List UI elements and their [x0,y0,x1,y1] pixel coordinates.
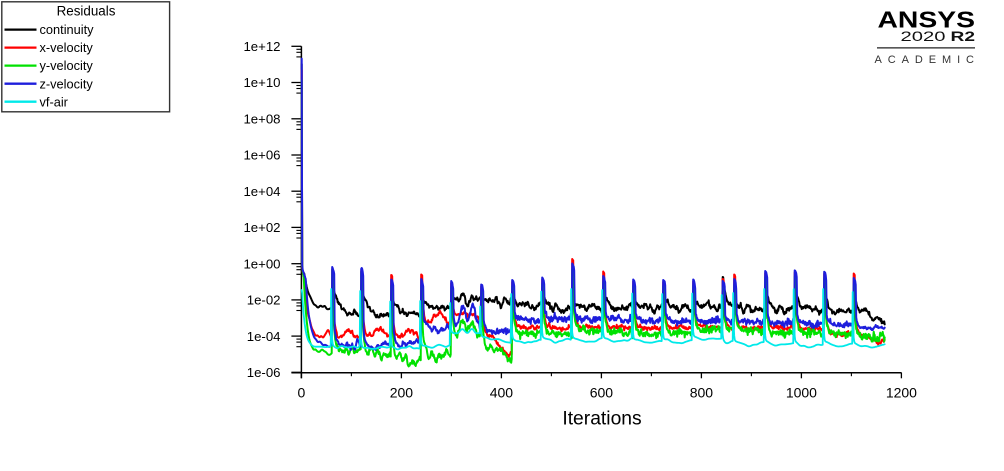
svg-text:1e+10: 1e+10 [243,75,280,90]
svg-text:600: 600 [590,384,614,400]
svg-text:1e+02: 1e+02 [243,220,280,235]
svg-text:ANSYS: ANSYS [878,6,976,32]
svg-text:1e+08: 1e+08 [243,112,280,127]
svg-text:0: 0 [298,384,306,400]
svg-text:Residuals: Residuals [57,4,116,19]
svg-text:200: 200 [390,384,414,400]
svg-text:1e+12: 1e+12 [243,39,280,54]
svg-text:1e-04: 1e-04 [247,329,281,344]
svg-text:continuity: continuity [40,22,95,37]
svg-text:1200: 1200 [886,384,917,400]
svg-text:1e+04: 1e+04 [243,184,280,199]
svg-text:2020: 2020 [901,29,946,44]
svg-text:400: 400 [490,384,514,400]
svg-text:1e-02: 1e-02 [247,293,281,308]
svg-text:1000: 1000 [786,384,817,400]
svg-text:R2: R2 [951,29,976,44]
svg-text:Iterations: Iterations [562,409,641,430]
svg-text:800: 800 [690,384,714,400]
svg-text:z-velocity: z-velocity [40,76,94,91]
svg-text:vf-air: vf-air [40,94,69,109]
svg-text:y-velocity: y-velocity [40,58,94,73]
svg-text:1e-06: 1e-06 [247,365,281,380]
svg-text:1e+00: 1e+00 [243,256,280,271]
svg-text:1e+06: 1e+06 [243,148,280,163]
svg-text:x-velocity: x-velocity [40,40,94,55]
